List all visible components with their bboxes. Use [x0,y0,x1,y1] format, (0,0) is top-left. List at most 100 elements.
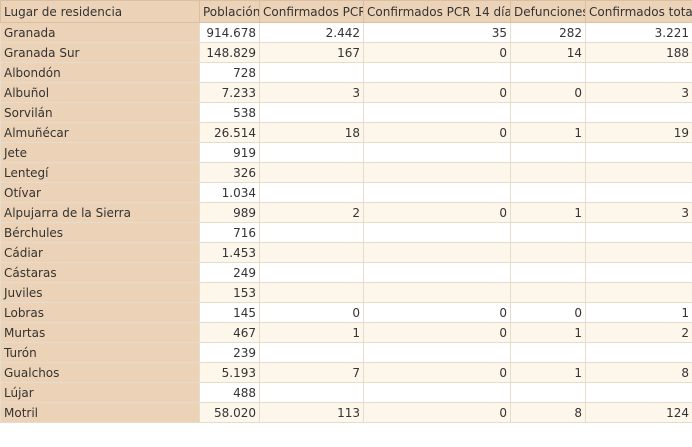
confirmados-pcr-14-cell [363,102,511,123]
row-label-place[interactable]: Albuñol [0,82,200,103]
row-label-place[interactable]: Lobras [0,302,200,323]
confirmados-total-cell: 19 [585,122,692,143]
defunciones-cell [510,142,586,163]
poblacion-cell: 26.514 [199,122,260,143]
table-row[interactable]: Granada 914.678 2.442 35 282 3.221 [0,22,692,43]
row-label-place[interactable]: Juviles [0,282,200,303]
table-row[interactable]: Otívar 1.034 [0,182,692,203]
defunciones-cell [510,182,586,203]
confirmados-total-cell [585,62,692,83]
confirmados-pcr-cell: 167 [259,42,364,63]
confirmados-total-cell: 1 [585,302,692,323]
poblacion-cell: 716 [199,222,260,243]
table-row[interactable]: Juviles 153 [0,282,692,303]
row-label-place[interactable]: Sorvilán [0,102,200,123]
row-label-place[interactable]: Granada Sur [0,42,200,63]
defunciones-cell [510,62,586,83]
table-row[interactable]: Bérchules 716 [0,222,692,243]
confirmados-pcr-cell [259,222,364,243]
table-row[interactable]: Cádiar 1.453 [0,242,692,263]
confirmados-pcr-14-cell [363,162,511,183]
row-label-place[interactable]: Almuñécar [0,122,200,143]
row-label-place[interactable]: Lentegí [0,162,200,183]
table-row[interactable]: Lobras 145 0 0 0 1 [0,302,692,323]
row-label-place[interactable]: Otívar [0,182,200,203]
table-row[interactable]: Turón 239 [0,342,692,363]
row-label-place[interactable]: Cádiar [0,242,200,263]
confirmados-total-cell [585,162,692,183]
table-row[interactable]: Almuñécar 26.514 18 0 1 19 [0,122,692,143]
row-label-place[interactable]: Motril [0,402,200,423]
confirmados-total-cell: 2 [585,322,692,343]
poblacion-cell: 728 [199,62,260,83]
confirmados-pcr-cell: 3 [259,82,364,103]
poblacion-cell: 7.233 [199,82,260,103]
table-row[interactable]: Motril 58.020 113 0 8 124 [0,402,692,423]
column-header-poblacion[interactable]: Población [199,0,260,23]
row-label-place[interactable]: Alpujarra de la Sierra [0,202,200,223]
row-label-place[interactable]: Lújar [0,382,200,403]
confirmados-total-cell [585,342,692,363]
poblacion-cell: 5.193 [199,362,260,383]
table-row[interactable]: Alpujarra de la Sierra 989 2 0 1 3 [0,202,692,223]
defunciones-cell [510,282,586,303]
poblacion-cell: 239 [199,342,260,363]
row-label-place[interactable]: Cástaras [0,262,200,283]
table-row[interactable]: Albondón 728 [0,62,692,83]
confirmados-total-cell [585,282,692,303]
row-label-place[interactable]: Granada [0,22,200,43]
table-row[interactable]: Granada Sur 148.829 167 0 14 188 [0,42,692,63]
column-header-confirmados-total[interactable]: Confirmados total [585,0,692,23]
column-header-confirmados-pcr[interactable]: Confirmados PCR [259,0,364,23]
table-row[interactable]: Murtas 467 1 0 1 2 [0,322,692,343]
row-label-place[interactable]: Turón [0,342,200,363]
column-header-confirmados-pcr-14[interactable]: Confirmados PCR 14 días [363,0,511,23]
confirmados-pcr-cell [259,342,364,363]
table-row[interactable]: Lújar 488 [0,382,692,403]
table-row[interactable]: Jete 919 [0,142,692,163]
confirmados-total-cell [585,102,692,123]
confirmados-pcr-14-cell [363,142,511,163]
defunciones-cell: 0 [510,82,586,103]
table-row[interactable]: Lentegí 326 [0,162,692,183]
confirmados-pcr-cell: 1 [259,322,364,343]
confirmados-total-cell: 3 [585,202,692,223]
row-label-place[interactable]: Murtas [0,322,200,343]
row-label-place[interactable]: Bérchules [0,222,200,243]
row-label-place[interactable]: Albondón [0,62,200,83]
confirmados-pcr-14-cell: 0 [363,82,511,103]
confirmados-total-cell: 124 [585,402,692,423]
table-row[interactable]: Sorvilán 538 [0,102,692,123]
poblacion-cell: 538 [199,102,260,123]
row-label-place[interactable]: Jete [0,142,200,163]
defunciones-cell: 1 [510,122,586,143]
defunciones-cell: 1 [510,202,586,223]
table-row[interactable]: Albuñol 7.233 3 0 0 3 [0,82,692,103]
confirmados-total-cell: 3.221 [585,22,692,43]
confirmados-pcr-14-cell [363,382,511,403]
confirmados-total-cell [585,262,692,283]
poblacion-cell: 488 [199,382,260,403]
confirmados-total-cell [585,242,692,263]
confirmados-pcr-cell [259,162,364,183]
poblacion-cell: 153 [199,282,260,303]
confirmados-pcr-14-cell: 0 [363,122,511,143]
confirmados-total-cell [585,142,692,163]
poblacion-cell: 148.829 [199,42,260,63]
row-label-place[interactable]: Gualchos [0,362,200,383]
defunciones-cell: 282 [510,22,586,43]
defunciones-cell [510,242,586,263]
table-row[interactable]: Cástaras 249 [0,262,692,283]
confirmados-pcr-cell [259,62,364,83]
confirmados-total-cell: 3 [585,82,692,103]
confirmados-pcr-cell [259,182,364,203]
confirmados-pcr-cell [259,262,364,283]
table-row[interactable]: Gualchos 5.193 7 0 1 8 [0,362,692,383]
confirmados-total-cell [585,182,692,203]
confirmados-pcr-14-cell: 0 [363,42,511,63]
column-header-lugar[interactable]: Lugar de residencia [0,0,200,23]
confirmados-pcr-14-cell [363,182,511,203]
confirmados-pcr-14-cell: 0 [363,202,511,223]
confirmados-total-cell: 8 [585,362,692,383]
column-header-defunciones[interactable]: Defunciones [510,0,586,23]
